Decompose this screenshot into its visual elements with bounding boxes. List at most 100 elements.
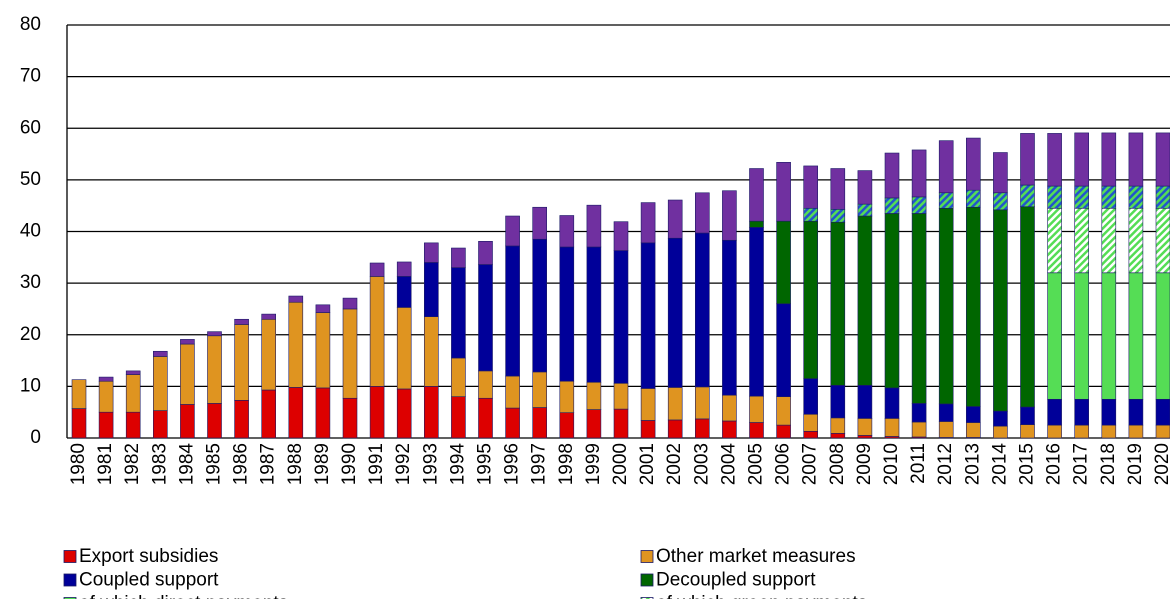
x-tick-label: 2001	[637, 443, 658, 485]
bar-segment	[505, 215, 520, 247]
bar-segment	[749, 168, 764, 222]
x-tick-label: 2002	[664, 443, 685, 485]
bar-segment	[1074, 398, 1089, 426]
bar-segment	[938, 421, 954, 438]
bar-segment	[965, 406, 981, 423]
x-tick-label: 1992	[393, 443, 414, 485]
x-tick-label: 1985	[204, 443, 225, 485]
legend-swatch	[63, 573, 77, 587]
bar-segment	[532, 206, 548, 240]
bar-segment	[288, 295, 304, 303]
bar-segment	[98, 380, 114, 413]
bar-segment	[1047, 207, 1062, 274]
bar-segment	[369, 262, 385, 277]
bar-segment	[803, 207, 819, 222]
bar-segment	[1047, 185, 1062, 209]
x-tick-label: 1982	[122, 443, 143, 485]
bar-segment	[532, 238, 548, 373]
legend-label: of which direct payments	[79, 593, 288, 599]
bar-segment	[153, 350, 168, 357]
bar-segment	[1128, 132, 1144, 187]
bar-segment	[342, 308, 358, 399]
bar-segment	[640, 242, 656, 389]
bar-segment	[505, 407, 520, 439]
bar-segment	[1020, 206, 1035, 408]
bar-segment	[234, 400, 249, 439]
bar-segment	[993, 192, 1008, 211]
y-tick-label: 80	[20, 14, 41, 35]
bar-segment	[180, 343, 195, 405]
bar-segment	[451, 357, 466, 398]
bar-segment	[1074, 132, 1089, 187]
bar-segment	[884, 418, 900, 437]
bar-segment	[613, 221, 629, 251]
bar-segment	[478, 397, 493, 439]
bar-segment	[586, 381, 602, 410]
bar-segment	[830, 417, 846, 434]
x-tick-label: 2013	[962, 443, 983, 485]
bar-segment	[180, 404, 195, 439]
y-tick-label: 10	[20, 375, 41, 396]
bar-segment	[478, 370, 493, 399]
bar-segment	[478, 264, 493, 372]
legend-swatch	[63, 550, 77, 563]
bar-segment	[722, 239, 737, 396]
bar-segment	[1155, 185, 1170, 209]
bar-segment	[911, 196, 927, 214]
x-tick-label: 2003	[691, 443, 712, 485]
x-tick-label: 1988	[285, 443, 306, 485]
bar-segment	[153, 410, 168, 439]
bar-segment	[1128, 207, 1144, 274]
bar-segment	[1101, 272, 1117, 400]
bar-segment	[125, 374, 141, 413]
bar-segment	[938, 140, 954, 194]
bar-segment	[667, 419, 683, 439]
bar-segment	[396, 307, 412, 390]
bar-segment	[396, 261, 412, 277]
bar-segment	[586, 246, 602, 383]
bar-segment	[369, 386, 385, 439]
bar-segment	[1047, 272, 1062, 400]
x-tick-label: 2011	[908, 443, 929, 484]
bar-segment	[776, 220, 791, 305]
bar-segment	[857, 418, 873, 436]
bar-segment	[776, 162, 791, 222]
bar-segment	[505, 375, 520, 409]
x-tick-label: 2007	[800, 443, 821, 485]
legend-swatch	[640, 573, 654, 587]
bar-segment	[207, 403, 222, 439]
y-tick-label: 60	[20, 117, 41, 138]
bar-segment	[451, 247, 466, 268]
x-tick-label: 2008	[827, 443, 848, 485]
bar-segment	[1101, 207, 1117, 274]
bar-segment	[207, 331, 222, 337]
bar-segment	[1020, 133, 1035, 186]
bar-segment	[125, 370, 141, 375]
legend-label: Decoupled support	[656, 570, 816, 591]
x-tick-label: 1999	[583, 443, 604, 485]
legend-label: Other market measures	[656, 546, 856, 567]
bar-segment	[261, 318, 277, 391]
bar-segment	[234, 318, 249, 325]
y-tick-label: 70	[20, 66, 41, 87]
bar-segment	[1074, 207, 1089, 274]
bar-segment	[261, 313, 277, 320]
bar-segment	[1047, 133, 1062, 187]
x-tick-label: 2012	[935, 443, 956, 485]
bar-segment	[1155, 272, 1170, 400]
bar-segment	[911, 421, 927, 438]
x-tick-label: 1996	[502, 443, 523, 485]
bar-segment	[938, 403, 954, 422]
bar-segment	[803, 378, 819, 415]
bar-segment	[125, 411, 141, 439]
bar-segment	[423, 262, 439, 317]
bar-segment	[667, 237, 683, 388]
bar-segment	[857, 215, 873, 386]
bar-segment	[396, 388, 412, 439]
bar-segment	[803, 220, 819, 379]
bar-segment	[98, 411, 114, 439]
x-tick-label: 1989	[312, 443, 333, 485]
legend-label: Coupled support	[79, 570, 219, 591]
bar-segment	[423, 242, 439, 263]
bar-segment	[396, 276, 412, 308]
